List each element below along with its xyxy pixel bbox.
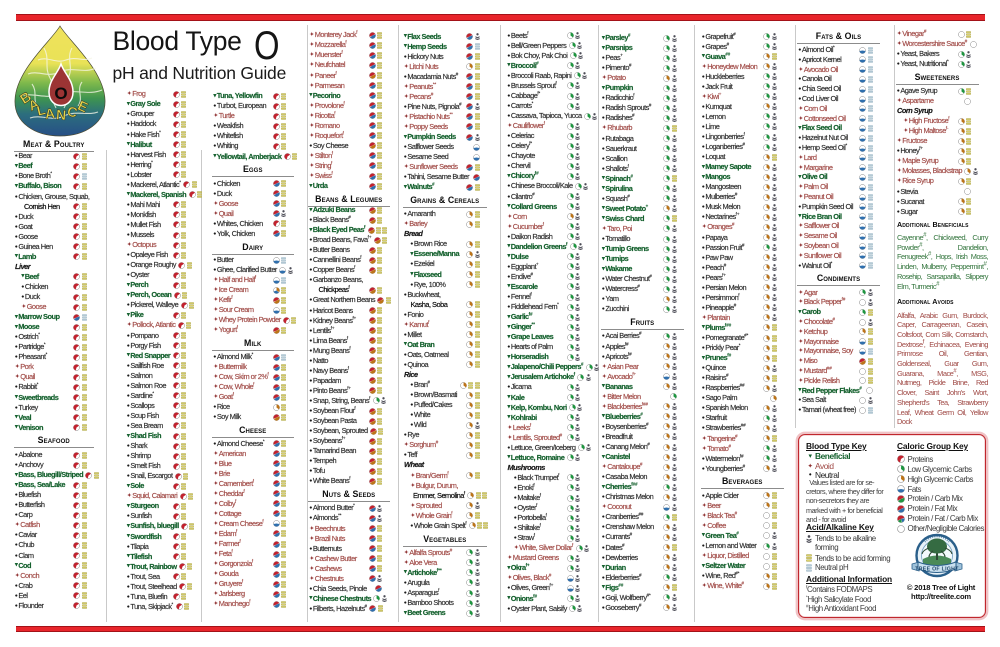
svg-text:A: A — [44, 105, 56, 122]
svg-text:C: C — [66, 103, 80, 121]
svg-text:N: N — [56, 106, 67, 123]
svg-text:TREE OF LIGHT: TREE OF LIGHT — [915, 567, 959, 573]
svg-text:O: O — [54, 84, 67, 103]
